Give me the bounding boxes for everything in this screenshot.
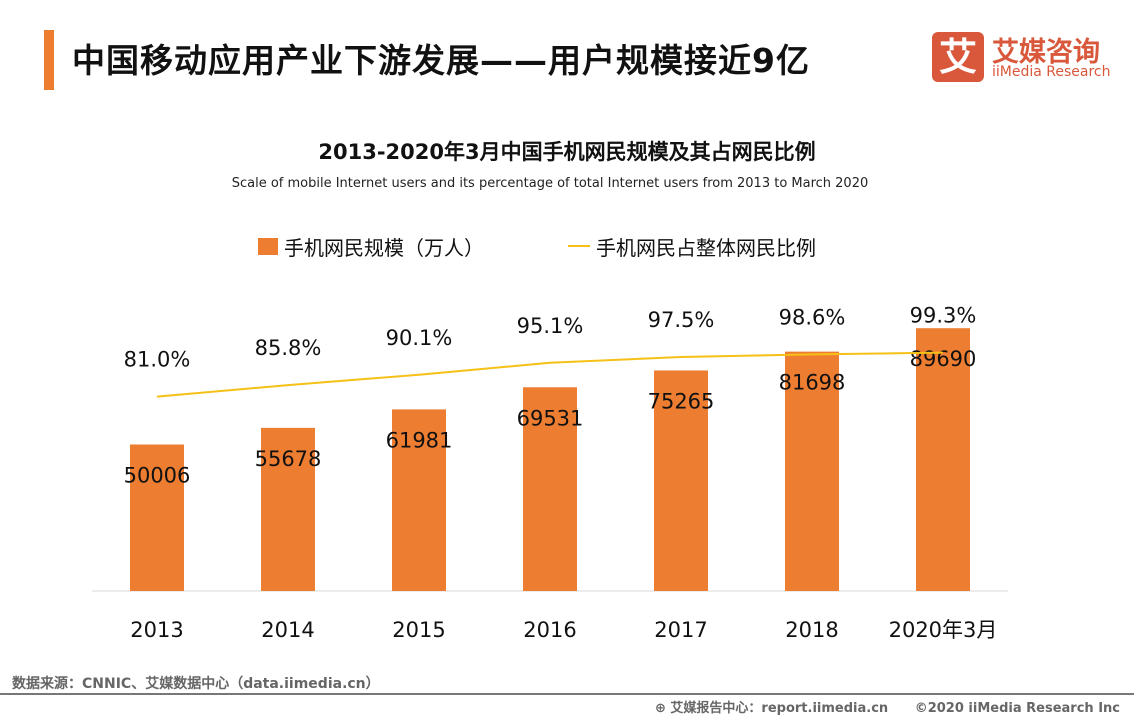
bar-value-label: 50006 (124, 463, 191, 487)
line-value-label: 90.1% (386, 326, 453, 350)
line-value-label: 97.5% (648, 308, 715, 332)
report-link[interactable]: 艾媒报告中心：report.iimedia.cn (670, 701, 889, 716)
bar (523, 387, 577, 591)
chart-title: 2013-2020年3月中国手机网民规模及其占网民比例 (318, 140, 816, 164)
page-title: 中国移动应用产业下游发展——用户规模接近9亿 (72, 41, 810, 80)
bar (130, 444, 184, 591)
x-tick-label: 2020年3月 (889, 618, 998, 642)
chart-subtitle: Scale of mobile Internet users and its p… (231, 176, 869, 191)
copyright: ©2020 iiMedia Research Inc (914, 701, 1120, 716)
logo-cn: 艾媒咨询 (992, 37, 1100, 68)
line-value-label: 95.1% (517, 314, 584, 338)
data-source: 数据来源：CNNIC、艾媒数据中心（data.iimedia.cn） (12, 676, 380, 692)
bar (392, 409, 446, 591)
bar (785, 351, 839, 591)
logo-en: iiMedia Research (992, 64, 1111, 80)
bar (916, 328, 970, 591)
legend-label-line: 手机网民占整体网民比例 (596, 236, 816, 260)
legend-label-bar: 手机网民规模（万人） (284, 236, 484, 260)
bar (261, 427, 315, 591)
bar-value-label: 69531 (517, 406, 584, 430)
title-accent-bar (44, 30, 54, 90)
x-tick-label: 2013 (130, 618, 183, 642)
x-tick-label: 2015 (392, 618, 445, 642)
legend-swatch-line (568, 245, 590, 247)
x-tick-label: 2017 (654, 618, 707, 642)
globe-icon: ⊕ (654, 701, 666, 716)
line-value-label: 81.0% (124, 348, 191, 372)
x-tick-label: 2018 (785, 618, 838, 642)
bar-value-label: 61981 (386, 428, 453, 452)
bar-value-label: 55678 (255, 447, 322, 471)
line-value-label: 85.8% (255, 336, 322, 360)
logo: 艾 艾媒咨询 iiMedia Research (932, 32, 1112, 84)
x-tick-label: 2014 (261, 618, 314, 642)
x-tick-label: 2016 (523, 618, 576, 642)
bar-value-label: 81698 (779, 371, 846, 395)
line-series (156, 351, 944, 398)
line-value-label: 98.6% (779, 305, 846, 329)
logo-mark: 艾 (932, 32, 984, 82)
line-value-label: 99.3% (910, 304, 977, 328)
legend-swatch-bar (258, 238, 278, 255)
bar (654, 370, 708, 591)
bar-value-label: 89690 (910, 347, 977, 371)
footer: ⊕ 艾媒报告中心：report.iimedia.cn ©2020 iiMedia… (655, 697, 1120, 716)
footer-divider (0, 693, 1134, 695)
bar-value-label: 75265 (648, 389, 715, 413)
